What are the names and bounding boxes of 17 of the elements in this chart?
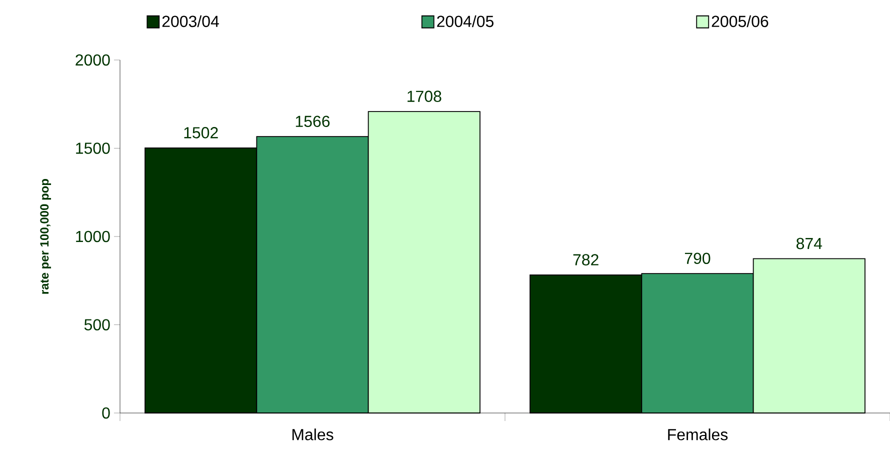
- legend-label: 2005/06: [712, 15, 768, 28]
- y-tick-label: 1500: [76, 142, 110, 154]
- y-tick-label: 500: [84, 319, 110, 330]
- legend-label: 2003/04: [162, 15, 219, 28]
- y-tick-label: 1000: [76, 230, 110, 242]
- y-tick-label: 0: [102, 407, 110, 419]
- data-label: 790: [684, 252, 710, 264]
- data-label: 1708: [408, 90, 442, 102]
- x-tick-label: Males: [292, 428, 334, 440]
- y-tick-label: 2000: [76, 54, 110, 66]
- x-tick-label: Females: [668, 428, 728, 440]
- data-label: 1566: [296, 116, 330, 128]
- data-label: 1502: [184, 127, 218, 138]
- data-label: 782: [573, 254, 598, 266]
- legend-label: 2004/05: [437, 15, 494, 28]
- data-label: 874: [796, 238, 822, 250]
- y-axis-title: rate per 100,000 pop: [40, 178, 52, 294]
